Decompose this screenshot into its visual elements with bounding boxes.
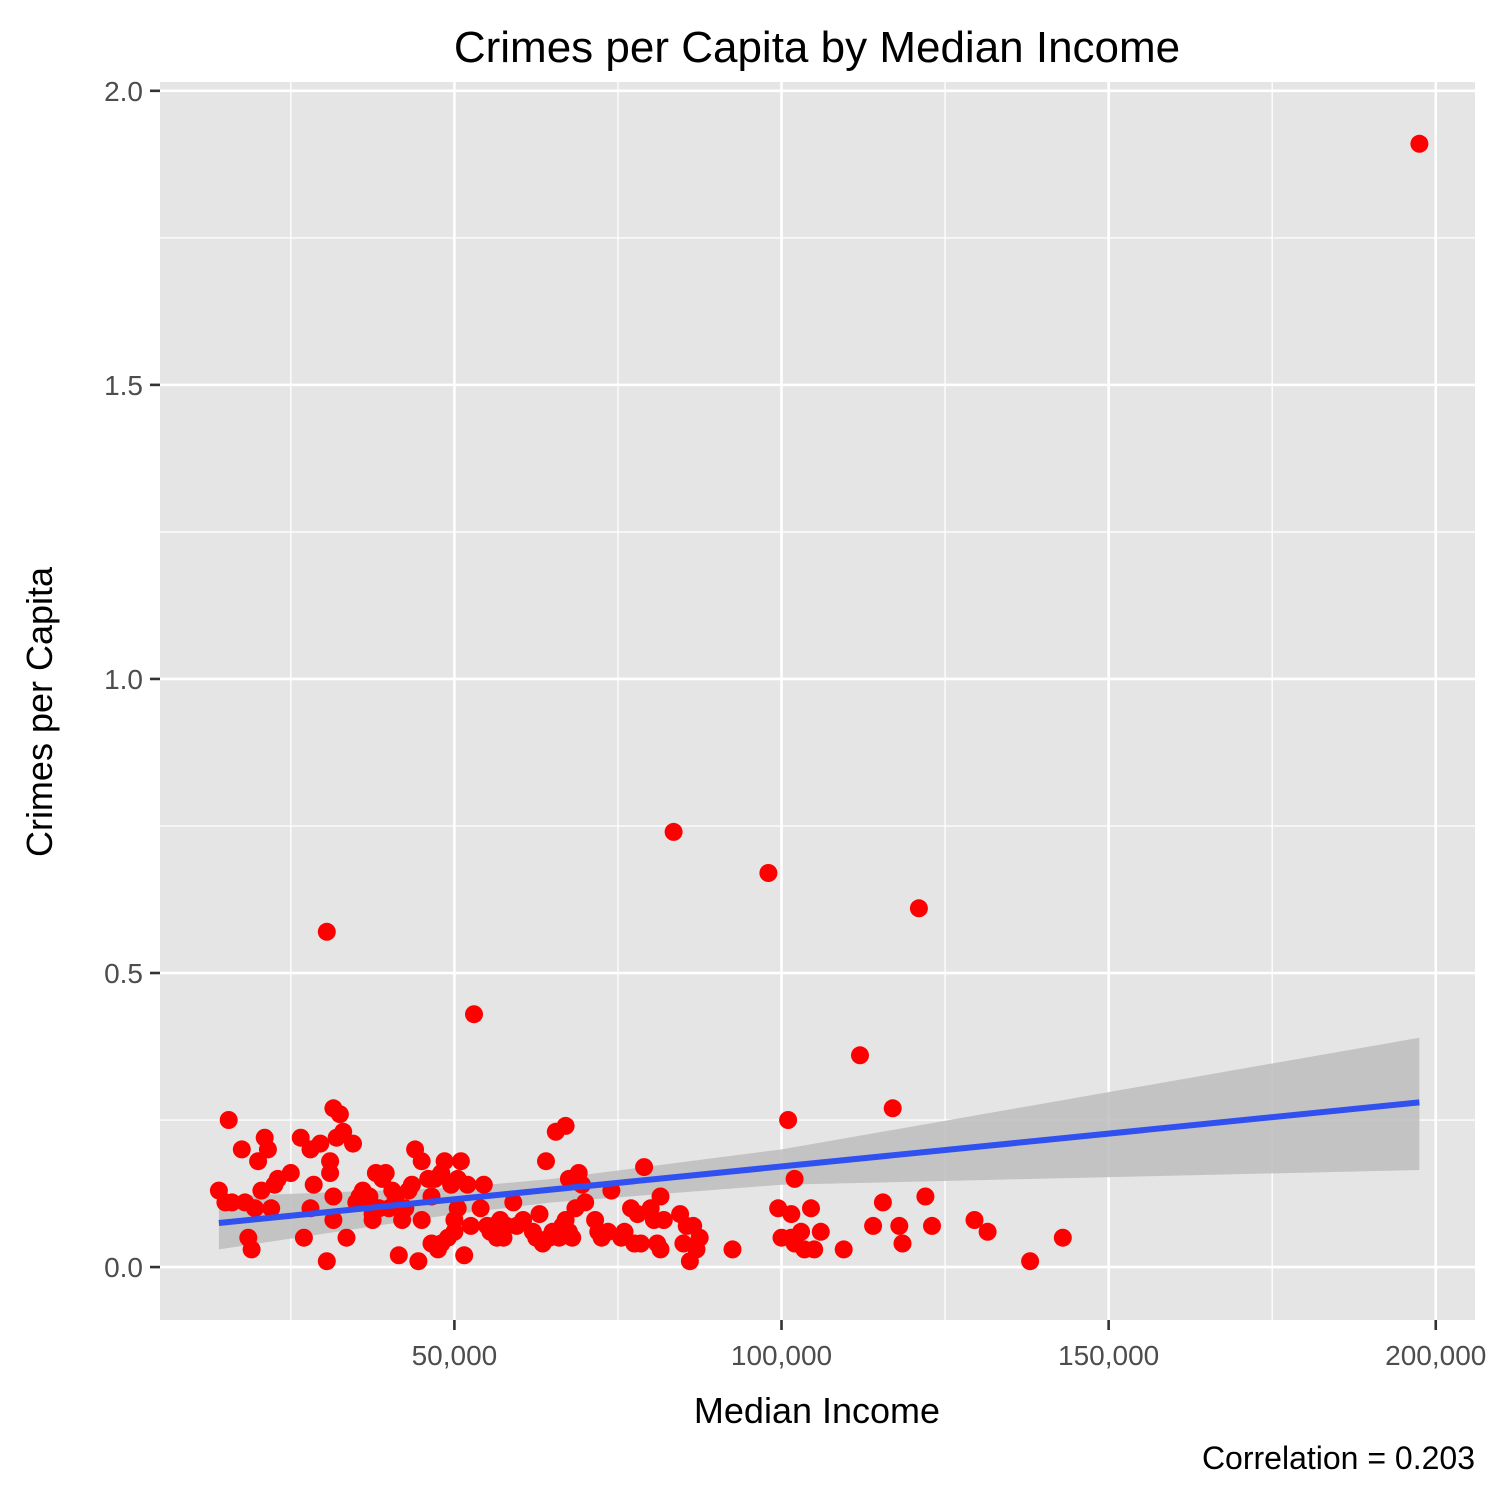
data-point xyxy=(317,1252,336,1271)
data-point xyxy=(360,1187,379,1206)
data-point xyxy=(792,1222,811,1241)
data-point xyxy=(782,1205,801,1224)
data-point xyxy=(1053,1228,1072,1247)
data-point xyxy=(690,1228,709,1247)
data-point xyxy=(779,1111,798,1129)
data-point xyxy=(873,1193,892,1212)
data-point xyxy=(223,1193,241,1212)
data-point xyxy=(1021,1252,1040,1271)
data-point xyxy=(330,1105,349,1124)
x-tick-label: 100,000 xyxy=(731,1340,832,1371)
chart-title: Crimes per Capita by Median Income xyxy=(454,23,1180,72)
data-point xyxy=(635,1158,654,1177)
points-layer xyxy=(209,134,1429,1271)
data-point xyxy=(802,1199,820,1218)
data-point xyxy=(311,1134,330,1153)
data-point xyxy=(448,1199,467,1218)
data-point xyxy=(723,1240,742,1259)
data-point xyxy=(412,1211,431,1229)
data-point xyxy=(465,1005,483,1024)
data-point xyxy=(376,1164,395,1182)
data-point xyxy=(321,1164,340,1182)
data-point xyxy=(337,1228,356,1247)
data-point xyxy=(317,922,336,941)
data-point xyxy=(458,1175,477,1194)
data-point xyxy=(344,1134,362,1153)
data-point xyxy=(514,1211,533,1229)
data-point xyxy=(334,1122,353,1141)
data-point xyxy=(294,1228,313,1247)
data-point xyxy=(556,1116,575,1135)
data-point xyxy=(504,1193,523,1212)
data-point xyxy=(455,1246,474,1265)
data-point xyxy=(851,1046,869,1065)
data-point xyxy=(785,1169,804,1188)
x-axis: 50,000 100,000 150,000 200,000 xyxy=(412,1320,1486,1371)
data-point xyxy=(651,1240,670,1259)
x-tick-label: 50,000 xyxy=(412,1340,498,1371)
y-tick-label: 1.5 xyxy=(104,370,143,401)
data-point xyxy=(965,1211,984,1229)
data-point xyxy=(324,1211,343,1229)
data-point xyxy=(402,1175,421,1194)
data-point xyxy=(664,822,683,841)
data-point xyxy=(245,1199,264,1218)
y-axis: 0.0 0.5 1.0 1.5 2.0 xyxy=(104,76,160,1283)
data-point xyxy=(324,1187,343,1206)
data-point xyxy=(890,1216,909,1235)
data-point xyxy=(412,1152,431,1171)
data-point xyxy=(654,1211,673,1229)
data-point xyxy=(631,1234,650,1253)
data-point xyxy=(242,1240,261,1259)
data-point xyxy=(651,1187,670,1206)
data-point xyxy=(563,1228,582,1247)
data-point xyxy=(304,1175,323,1194)
data-point xyxy=(883,1099,902,1118)
data-point xyxy=(258,1140,277,1159)
x-axis-title: Median Income xyxy=(694,1390,940,1431)
data-point xyxy=(232,1140,251,1159)
data-point xyxy=(281,1164,300,1182)
data-point xyxy=(537,1152,555,1171)
y-tick-label: 0.0 xyxy=(104,1252,143,1283)
data-point xyxy=(834,1240,853,1259)
data-point xyxy=(978,1222,997,1241)
y-axis-title: Crimes per Capita xyxy=(19,566,60,857)
data-point xyxy=(811,1222,830,1241)
major-gridlines xyxy=(160,82,1475,1320)
x-tick-label: 200,000 xyxy=(1385,1340,1486,1371)
data-point xyxy=(923,1216,941,1235)
data-point xyxy=(759,864,778,882)
y-tick-label: 2.0 xyxy=(104,76,143,107)
data-point xyxy=(864,1216,883,1235)
data-point xyxy=(474,1175,493,1194)
data-point xyxy=(389,1246,408,1265)
data-point xyxy=(461,1216,480,1235)
y-tick-label: 0.5 xyxy=(104,958,143,989)
data-point xyxy=(1410,134,1429,153)
data-point xyxy=(530,1205,549,1224)
y-tick-label: 1.0 xyxy=(104,664,143,695)
trend-line xyxy=(218,1099,1420,1226)
data-point xyxy=(805,1240,824,1259)
data-point xyxy=(435,1152,454,1171)
data-point xyxy=(471,1199,490,1218)
data-point xyxy=(262,1199,281,1218)
data-point xyxy=(451,1152,470,1171)
correlation-caption: Correlation = 0.203 xyxy=(1202,1440,1475,1476)
x-tick-label: 150,000 xyxy=(1058,1340,1159,1371)
trend-layer xyxy=(218,1099,1420,1226)
data-point xyxy=(576,1193,595,1212)
data-point xyxy=(409,1252,428,1271)
data-point xyxy=(249,1152,268,1171)
data-point xyxy=(916,1187,935,1206)
data-point xyxy=(219,1111,238,1129)
data-point xyxy=(909,899,928,918)
data-point xyxy=(893,1234,912,1253)
